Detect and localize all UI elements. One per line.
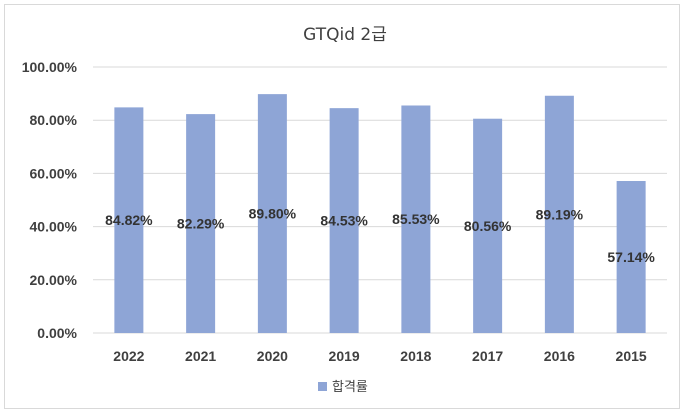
y-tick-label: 20.00%	[30, 272, 78, 288]
chart-area: GTQid 2급 0.00% 20.00% 40.00% 60.00% 80.00% 10…	[4, 4, 680, 409]
data-label: 57.14%	[607, 249, 655, 265]
bars	[114, 94, 646, 333]
bar-chart: GTQid 2급 0.00% 20.00% 40.00% 60.00% 80.00% 10…	[22, 25, 667, 395]
x-tick-label: 2021	[185, 348, 216, 364]
y-tick-label: 60.00%	[30, 165, 78, 181]
x-tick-label: 2019	[329, 348, 360, 364]
y-tick-label: 0.00%	[37, 325, 77, 341]
y-tick-label: 80.00%	[30, 112, 78, 128]
data-label: 80.56%	[464, 218, 512, 234]
x-tick-label: 2015	[616, 348, 647, 364]
x-tick-label: 2018	[400, 348, 431, 364]
x-tick-label: 2020	[257, 348, 288, 364]
y-tick-label: 40.00%	[30, 219, 78, 235]
legend-swatch	[318, 382, 327, 391]
bar-2021	[186, 114, 216, 333]
x-tick-label: 2016	[544, 348, 575, 364]
legend-label: 합격률	[332, 380, 368, 395]
bar-2019	[329, 108, 359, 333]
x-axis: 2022 2021 2020 2019 2018 2017 2016 2015	[113, 348, 647, 364]
data-labels: 84.82% 82.29% 89.80% 84.53% 85.53% 80.56% 89.1…	[105, 206, 655, 265]
bar-2016	[544, 95, 574, 333]
x-tick-label: 2022	[113, 348, 144, 364]
legend: 합격률	[318, 380, 368, 395]
data-label: 84.82%	[105, 212, 153, 228]
data-label: 84.53%	[320, 213, 368, 229]
chart-title: GTQid 2급	[303, 25, 387, 45]
y-tick-label: 100.00%	[22, 59, 78, 75]
data-label: 82.29%	[177, 216, 225, 232]
bar-2020	[257, 94, 287, 333]
bar-2022	[114, 107, 144, 333]
bar-2015	[616, 181, 646, 333]
gridlines	[93, 66, 667, 334]
x-tick-label: 2017	[472, 348, 503, 364]
bar-2018	[401, 105, 431, 333]
data-label: 85.53%	[392, 211, 440, 227]
data-label: 89.80%	[249, 206, 297, 222]
data-label: 89.19%	[536, 206, 584, 222]
y-axis: 0.00% 20.00% 40.00% 60.00% 80.00% 100.00%	[22, 59, 78, 341]
bar-2017	[473, 118, 503, 333]
